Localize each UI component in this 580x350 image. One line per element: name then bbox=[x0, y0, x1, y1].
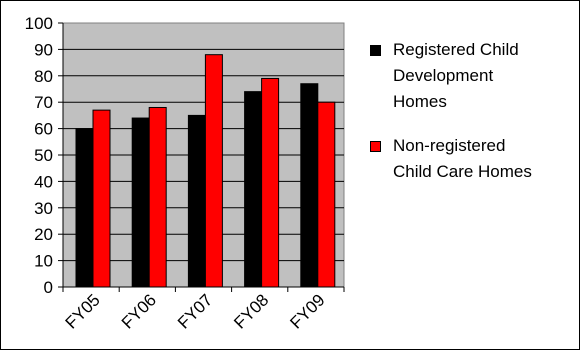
legend: Registered Child Development Homes Non-r… bbox=[370, 37, 570, 185]
legend-swatch-non-registered bbox=[370, 141, 381, 152]
bar-registered-fy06 bbox=[131, 117, 150, 288]
bar-registered-fy05 bbox=[75, 128, 94, 288]
bar-registered-fy09 bbox=[300, 83, 319, 288]
legend-label-registered-line3: Homes bbox=[393, 92, 447, 111]
bar-non-registered-fy06 bbox=[148, 106, 167, 288]
y-tick-label: 10 bbox=[34, 252, 53, 271]
y-tick-label: 60 bbox=[34, 120, 53, 139]
x-tick-label-fy06: FY06 bbox=[118, 290, 160, 332]
legend-item-registered: Registered Child Development Homes bbox=[370, 37, 570, 115]
legend-swatch-registered bbox=[370, 45, 381, 56]
bar-non-registered-fy09 bbox=[317, 101, 336, 288]
legend-item-non-registered: Non-registered Child Care Homes bbox=[370, 133, 570, 185]
legend-label-non-registered-line2: Child Care Homes bbox=[393, 162, 532, 181]
y-tick-label: 30 bbox=[34, 199, 53, 218]
y-tick-label: 40 bbox=[34, 172, 53, 191]
y-tick-label: 80 bbox=[34, 67, 53, 86]
x-tick-label-fy08: FY08 bbox=[230, 290, 272, 332]
bar-registered-fy08 bbox=[244, 91, 263, 288]
bar-non-registered-fy08 bbox=[261, 77, 280, 288]
bar-registered-fy07 bbox=[187, 114, 206, 288]
y-tick-label: 0 bbox=[44, 278, 53, 297]
y-tick-label: 100 bbox=[25, 14, 53, 33]
y-tick-label: 20 bbox=[34, 225, 53, 244]
bar-non-registered-fy07 bbox=[204, 54, 223, 288]
bar-non-registered-fy05 bbox=[92, 109, 111, 288]
x-tick-label-fy09: FY09 bbox=[286, 290, 328, 332]
x-tick-label-fy07: FY07 bbox=[174, 290, 216, 332]
legend-label-non-registered-line1: Non-registered bbox=[393, 136, 506, 155]
legend-label-registered-line1: Registered Child bbox=[393, 40, 519, 59]
y-tick-label: 70 bbox=[34, 93, 53, 112]
y-tick-label: 50 bbox=[34, 146, 53, 165]
x-tick-label-fy05: FY05 bbox=[62, 290, 104, 332]
legend-label-registered-line2: Development bbox=[393, 66, 494, 85]
y-tick-label: 90 bbox=[34, 40, 53, 59]
